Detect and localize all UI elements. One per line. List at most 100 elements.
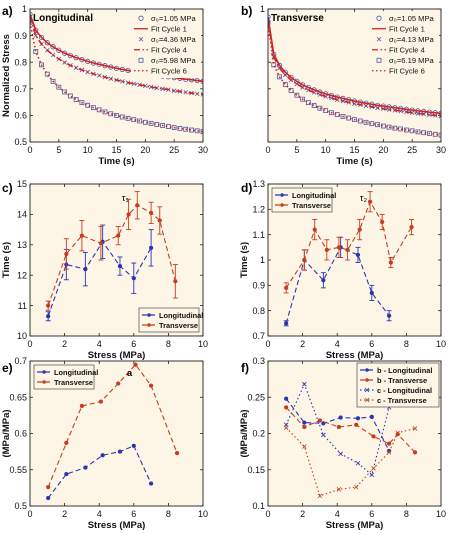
data-point <box>117 449 123 454</box>
data-point <box>302 420 307 425</box>
series-layer <box>283 381 418 499</box>
data-point <box>415 111 421 116</box>
x-tick-label: 6 <box>131 339 136 349</box>
x-tick-label: 30 <box>198 145 208 155</box>
x-tick-label: 4 <box>97 339 102 349</box>
legend: σ₀=1.05 MPa Fit Cycle 1σ₀=4.13 MPa Fit Cyc… <box>369 11 439 78</box>
data-point <box>352 117 357 123</box>
legend-entry: c - Longitudinal <box>377 386 432 395</box>
series-c-transverse <box>283 425 418 499</box>
data-point <box>79 100 85 106</box>
x-tick-label: 0 <box>265 145 270 155</box>
legend-key-marker <box>364 387 370 393</box>
data-point <box>33 49 39 54</box>
data-point <box>375 122 380 128</box>
data-point <box>79 233 85 238</box>
data-point <box>268 14 271 20</box>
x-tick-label: 2 <box>62 339 67 349</box>
data-point <box>438 113 441 119</box>
data-point <box>30 11 33 17</box>
x-tick-label: 4 <box>335 339 340 349</box>
series-longitudinal <box>46 443 154 501</box>
x-tick-label: 10 <box>436 339 446 349</box>
data-point <box>386 124 392 130</box>
legend-box <box>33 364 95 390</box>
data-point <box>200 129 203 135</box>
y-tick-label: 0.6 <box>14 429 27 439</box>
x-tick-label: 6 <box>369 509 374 519</box>
y-tick-label: 0.9 <box>252 281 265 291</box>
plot-frame <box>29 360 204 507</box>
x-axis-label: Stress (MPa) <box>88 520 146 531</box>
legend-key-marker <box>147 323 151 327</box>
x-tick-label: 6 <box>131 509 136 519</box>
legend-box <box>138 307 200 333</box>
panel-f: f) 0 2 4 6 8 10 0.1 0.15 0.2 0.25 0.3 Stress (MPa) (M… <box>239 356 446 531</box>
data-point <box>355 416 361 421</box>
x-tick-label: 25 <box>169 145 179 155</box>
x-tick-label: 30 <box>436 145 446 155</box>
data-point <box>427 112 432 118</box>
data-point <box>338 415 343 420</box>
data-point <box>340 98 346 104</box>
data-point <box>284 405 289 410</box>
data-point <box>369 414 374 419</box>
legend-entry: Fit Cycle 1 <box>151 25 187 34</box>
data-point <box>56 84 62 90</box>
data-point <box>148 383 154 388</box>
data-point <box>371 466 376 471</box>
data-point <box>386 441 392 446</box>
y-tick-label: 12 <box>17 270 27 280</box>
data-point <box>64 471 69 477</box>
data-point <box>395 430 401 436</box>
legend-entry: c - Transverse <box>377 396 427 405</box>
x-tick-label: 10 <box>436 509 446 519</box>
legend-entry: Longitudinal <box>292 191 336 200</box>
y-tick-label: 0.7 <box>14 356 27 366</box>
series-transverse <box>283 191 415 294</box>
legend-key-marker <box>376 36 382 42</box>
series-transverse <box>46 362 180 490</box>
data-point <box>386 313 392 318</box>
series-layer <box>30 11 203 135</box>
y-tick-label: 13 <box>17 240 27 250</box>
y-tick-label: 1 <box>22 4 27 14</box>
y-tick-label: 0.6 <box>14 111 27 121</box>
data-point <box>116 233 121 238</box>
data-point <box>131 443 136 448</box>
data-point <box>336 245 342 250</box>
data-point <box>302 444 307 449</box>
data-point <box>283 425 289 430</box>
data-point <box>369 472 375 478</box>
y-tick-label: 0.7 <box>14 84 27 94</box>
legend-key-marker <box>138 57 144 63</box>
data-point <box>83 266 88 272</box>
series-layer <box>46 362 180 501</box>
x-tick-label: 5 <box>56 145 61 155</box>
y-tick-label: 0.5 <box>14 501 27 511</box>
data-point <box>312 227 317 232</box>
plot-frame <box>29 183 204 337</box>
legend-entry: σ₀=1.05 MPa <box>151 14 197 23</box>
legend-entry: Fit Cycle 6 <box>389 67 425 76</box>
series-fit-cycle-1 <box>268 16 441 115</box>
data-point <box>340 114 346 119</box>
data-point <box>415 129 421 135</box>
plot-frame <box>267 8 442 143</box>
series-line <box>285 200 413 289</box>
data-point <box>46 485 51 490</box>
legend-entry: Longitudinal <box>159 311 203 320</box>
legend-entry: Longitudinal <box>54 368 98 377</box>
data-point <box>148 84 154 90</box>
data-point <box>102 109 108 115</box>
data-point <box>119 79 125 84</box>
data-point <box>403 127 409 133</box>
panel-title: Longitudinal <box>33 13 93 24</box>
y-tick-label: 11 <box>18 301 27 311</box>
data-point <box>125 115 131 121</box>
x-tick-label: 8 <box>166 509 171 519</box>
y-tick-label: 0.8 <box>252 306 265 316</box>
legend-entry: Fit Cycle 6 <box>151 67 187 76</box>
data-point <box>388 260 393 265</box>
